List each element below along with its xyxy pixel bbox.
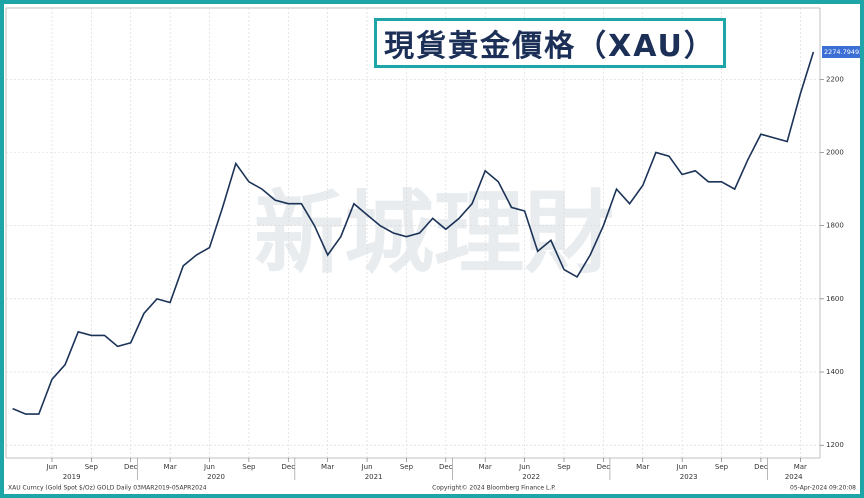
footer-center: Copyright© 2024 Bloomberg Finance L.P. <box>432 485 556 492</box>
watermark: 新城理財 <box>254 181 614 286</box>
year-label: 2019 <box>63 473 81 481</box>
year-label: 2021 <box>365 473 383 481</box>
x-tick-label: Sep <box>400 463 414 471</box>
x-tick-label: Mar <box>164 463 177 471</box>
x-tick-label: Dec <box>282 463 296 471</box>
footer-left: XAU Curncy (Gold Spot $/Oz) GOLD Daily 0… <box>8 485 207 492</box>
x-tick-label: Sep <box>557 463 571 471</box>
x-tick-label: Jun <box>676 463 688 471</box>
y-tick-label: 1200 <box>826 441 844 449</box>
x-tick-label: Jun <box>203 463 215 471</box>
x-tick-label: Mar <box>636 463 649 471</box>
x-tick-label: Dec <box>754 463 768 471</box>
x-tick-label: Dec <box>597 463 611 471</box>
year-label: 2020 <box>207 473 225 481</box>
year-label: 2024 <box>785 473 803 481</box>
x-tick-label: Sep <box>242 463 256 471</box>
chart-title: 現貨黃金價格（XAU） <box>374 18 726 68</box>
y-tick-label: 2200 <box>826 75 844 83</box>
x-tick-label: Jun <box>361 463 373 471</box>
y-tick-label: 1600 <box>826 295 844 303</box>
x-tick-label: Jun <box>45 463 57 471</box>
x-tick-label: Mar <box>321 463 334 471</box>
x-tick-label: Sep <box>715 463 729 471</box>
plot-area <box>5 7 821 459</box>
footer-right: 05-Apr-2024 09:20:08 <box>790 485 856 492</box>
x-tick-label: Mar <box>794 463 807 471</box>
x-tick-label: Dec <box>124 463 138 471</box>
y-tick-label: 2000 <box>826 149 844 157</box>
price-line <box>12 51 815 415</box>
x-tick-label: Sep <box>85 463 99 471</box>
year-label: 2023 <box>680 473 698 481</box>
x-tick-label: Mar <box>479 463 492 471</box>
last-value-tag <box>822 45 860 58</box>
year-label: 2022 <box>522 473 540 481</box>
x-tick-label: Jun <box>518 463 530 471</box>
y-tick-label: 1800 <box>826 222 844 230</box>
y-tick-label: 1400 <box>826 368 844 376</box>
last-value-label: 2274.79492 <box>824 48 860 56</box>
chart: 新城理財 XAU Curncy (Gold Spot $/Oz) GOLD Da… <box>5 7 860 492</box>
x-tick-label: Dec <box>439 463 453 471</box>
